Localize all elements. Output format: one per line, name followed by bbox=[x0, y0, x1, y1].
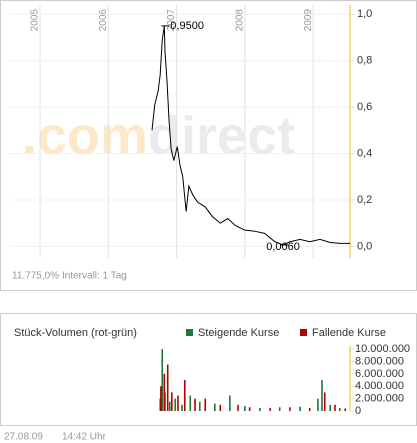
volume-bar bbox=[214, 403, 216, 411]
volume-bar bbox=[334, 404, 336, 411]
footer-date: 27.08.09 bbox=[4, 432, 43, 443]
volume-bar bbox=[329, 404, 332, 411]
volume-bar bbox=[171, 392, 173, 411]
volume-bar bbox=[161, 349, 164, 411]
annotation-label: 0,0060 bbox=[266, 241, 300, 253]
y-tick-label: 6.000.000 bbox=[355, 368, 404, 380]
legend-label: Fallende Kurse bbox=[312, 327, 386, 339]
x-tick-label: 2007 bbox=[166, 9, 177, 32]
volume-bar bbox=[181, 404, 183, 411]
y-tick-label: 0 bbox=[355, 405, 361, 417]
volume-bar bbox=[198, 401, 201, 411]
volume-bar bbox=[259, 407, 261, 411]
y-tick-label: 1,0 bbox=[357, 8, 372, 20]
price-panel bbox=[0, 0, 417, 291]
y-tick-label: 0,2 bbox=[357, 194, 372, 206]
volume-bar bbox=[177, 395, 179, 411]
volume-bar bbox=[323, 392, 326, 411]
y-tick-label: 0,0 bbox=[357, 240, 372, 252]
volume-bar bbox=[163, 373, 166, 411]
y-tick-label: 0,6 bbox=[357, 101, 372, 113]
volume-bar bbox=[194, 398, 196, 411]
volume-bar bbox=[219, 404, 222, 411]
price-line bbox=[151, 25, 350, 246]
x-tick-label: 2005 bbox=[30, 9, 41, 32]
volume-bar bbox=[244, 406, 246, 411]
volume-bar bbox=[248, 407, 251, 411]
x-tick-label: 2006 bbox=[98, 9, 109, 32]
volume-bar bbox=[183, 380, 186, 411]
watermark-com: .com bbox=[22, 106, 148, 166]
volume-panel bbox=[0, 313, 417, 426]
legend-label: Steigende Kurse bbox=[198, 327, 279, 339]
interval: Intervall: 1 Tag bbox=[62, 271, 127, 282]
volume-bar bbox=[204, 398, 207, 411]
volume-bar bbox=[308, 407, 311, 411]
x-tick-label: 2009 bbox=[303, 9, 314, 32]
volume-bar bbox=[278, 407, 281, 411]
performance: 11.775,0% bbox=[12, 271, 59, 282]
legend-swatch bbox=[300, 329, 307, 336]
y-tick-label: 4.000.000 bbox=[355, 380, 404, 392]
volume-bar bbox=[299, 406, 301, 411]
volume-bar bbox=[189, 395, 192, 411]
volume-bar bbox=[174, 398, 177, 411]
legend-swatch bbox=[186, 329, 193, 336]
volume-bar bbox=[160, 386, 162, 411]
y-tick-label: 2.000.000 bbox=[355, 393, 404, 405]
volume-bar bbox=[269, 407, 271, 411]
footer-time: 14:42 Uhr bbox=[62, 432, 107, 443]
volume-bar bbox=[168, 401, 171, 411]
volume-bar bbox=[289, 407, 291, 411]
volume-bar bbox=[338, 407, 341, 411]
x-tick-label: 2008 bbox=[235, 9, 246, 32]
volume-title: Stück-Volumen (rot-grün) bbox=[14, 327, 137, 339]
watermark: .comdirect bbox=[22, 106, 295, 166]
y-tick-label: 0,4 bbox=[357, 147, 372, 159]
y-tick-label: 8.000.000 bbox=[355, 355, 404, 367]
annotation-label: 0,9500 bbox=[170, 20, 204, 32]
y-tick-label: 10.000.000 bbox=[355, 343, 410, 355]
volume-bar bbox=[321, 380, 323, 411]
volume-bar bbox=[237, 404, 239, 411]
volume-bar bbox=[317, 398, 319, 411]
y-tick-label: 0,8 bbox=[357, 55, 372, 67]
volume-bar bbox=[344, 408, 347, 411]
volume-bar bbox=[229, 395, 231, 411]
volume-bar bbox=[166, 364, 169, 411]
